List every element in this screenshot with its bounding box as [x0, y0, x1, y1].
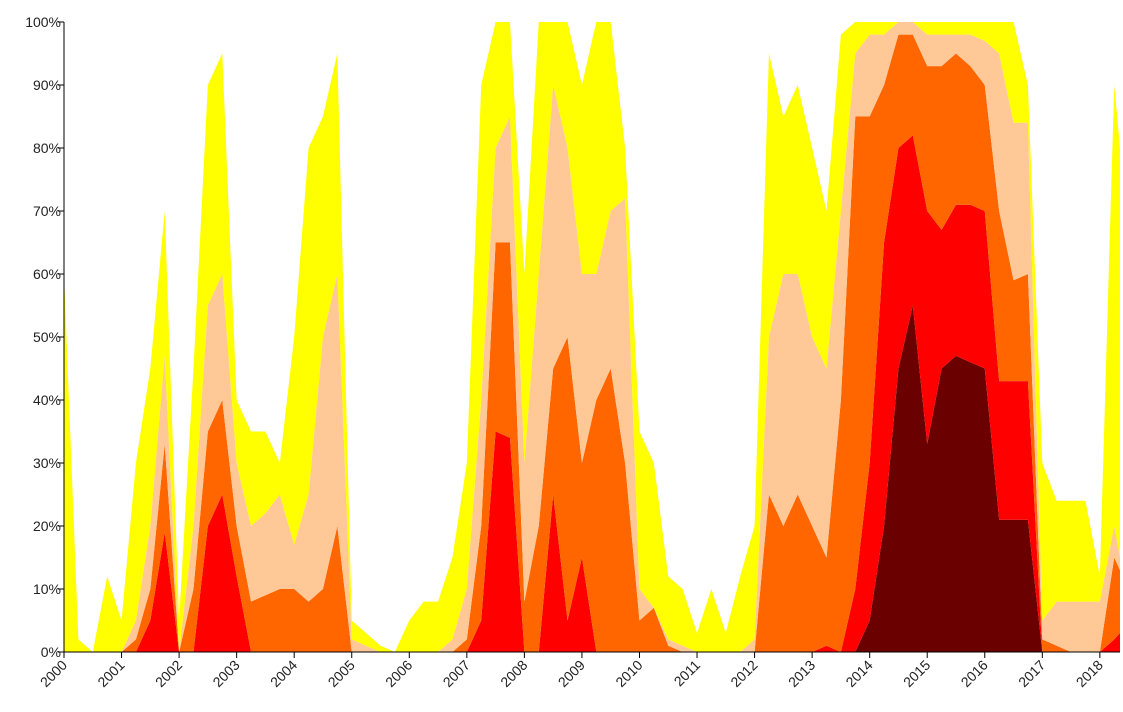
y-tick-label: 80% — [33, 140, 61, 156]
x-tick-label: 2007 — [440, 657, 473, 690]
x-tick-label: 2015 — [900, 657, 933, 690]
x-tick-label: 2005 — [325, 657, 358, 690]
area — [64, 22, 1120, 652]
y-tick-label: 60% — [33, 266, 61, 282]
x-tick-label: 2009 — [555, 657, 588, 690]
x-tick-label: 2018 — [1073, 657, 1106, 690]
x-tick-label: 2006 — [382, 657, 415, 690]
x-tick-label: 2000 — [37, 657, 70, 690]
x-tick-label: 2004 — [267, 657, 300, 690]
x-tick-label: 2016 — [958, 657, 991, 690]
y-tick-label: 100% — [25, 14, 61, 30]
y-tick-label: 40% — [33, 392, 61, 408]
area — [64, 135, 1120, 652]
area — [64, 305, 1120, 652]
x-tick-label: 2003 — [209, 657, 242, 690]
area — [64, 22, 1120, 652]
y-tick-label: 20% — [33, 518, 61, 534]
x-tick-label: 2012 — [727, 657, 760, 690]
y-tick-label: 50% — [33, 329, 61, 345]
x-tick-label: 2002 — [152, 657, 185, 690]
x-tick-label: 2001 — [94, 657, 127, 690]
y-tick-label: 70% — [33, 203, 61, 219]
x-tick-label: 2014 — [842, 657, 875, 690]
x-tick-label: 2011 — [671, 657, 704, 690]
y-tick-label: 30% — [33, 455, 61, 471]
area — [64, 34, 1120, 653]
y-tick-label: 10% — [33, 581, 61, 597]
x-tick-label: 2010 — [612, 657, 645, 690]
y-tick-label: 0% — [41, 644, 61, 660]
x-tick-label: 2008 — [497, 657, 530, 690]
y-tick-label: 90% — [33, 77, 61, 93]
x-tick-label: 2017 — [1015, 657, 1048, 690]
x-tick-label: 2013 — [785, 657, 818, 690]
